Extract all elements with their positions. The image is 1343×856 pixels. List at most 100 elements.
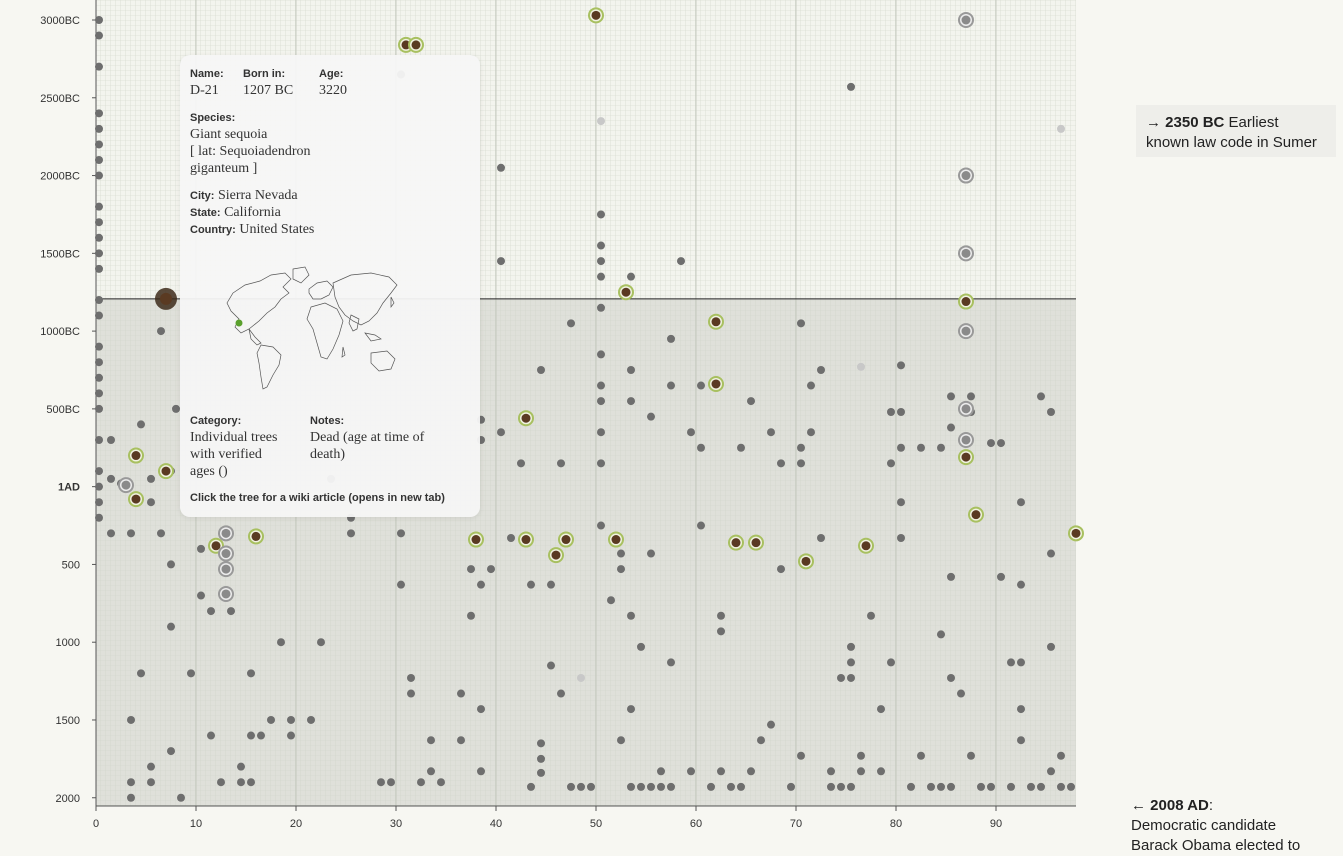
tree-point[interactable]	[167, 560, 175, 569]
tree-point[interactable]	[95, 202, 103, 211]
tree-point[interactable]	[947, 392, 955, 401]
tree-point[interactable]	[957, 689, 965, 698]
tree-point[interactable]	[847, 782, 855, 791]
tree-point-group[interactable]	[958, 12, 974, 28]
tree-point[interactable]	[847, 673, 855, 682]
tree-point[interactable]	[577, 782, 585, 791]
tree-point[interactable]	[947, 782, 955, 791]
tree-point[interactable]	[667, 334, 675, 343]
tree-point[interactable]	[172, 404, 180, 413]
tree-point-dead[interactable]	[408, 36, 424, 53]
tree-point[interactable]	[537, 739, 545, 748]
tree-point[interactable]	[487, 565, 495, 574]
tree-point[interactable]	[597, 521, 605, 530]
tree-point-faded[interactable]	[1057, 124, 1065, 133]
tree-point[interactable]	[507, 533, 515, 542]
tree-point[interactable]	[627, 611, 635, 620]
tree-point[interactable]	[147, 762, 155, 771]
tree-point[interactable]	[697, 521, 705, 530]
tree-point-faded[interactable]	[577, 673, 585, 682]
tree-point[interactable]	[847, 82, 855, 91]
tree-point[interactable]	[937, 782, 945, 791]
tree-point[interactable]	[95, 109, 103, 118]
tree-point[interactable]	[797, 751, 805, 760]
tree-point[interactable]	[187, 669, 195, 678]
tree-point[interactable]	[95, 31, 103, 40]
tree-point-dead[interactable]	[798, 553, 814, 570]
tree-point[interactable]	[1067, 782, 1075, 791]
tree-point[interactable]	[547, 580, 555, 589]
tree-point[interactable]	[947, 423, 955, 432]
tree-point[interactable]	[897, 498, 905, 507]
tree-point[interactable]	[587, 782, 595, 791]
tree-point[interactable]	[807, 381, 815, 390]
tree-point[interactable]	[557, 689, 565, 698]
tree-point[interactable]	[727, 782, 735, 791]
tree-point[interactable]	[617, 549, 625, 558]
tree-point[interactable]	[527, 782, 535, 791]
tree-point[interactable]	[667, 658, 675, 667]
tree-point[interactable]	[597, 350, 605, 359]
tree-point[interactable]	[95, 498, 103, 507]
tree-point[interactable]	[667, 782, 675, 791]
tree-point[interactable]	[477, 580, 485, 589]
tree-point[interactable]	[597, 428, 605, 437]
tree-point-dead[interactable]	[958, 293, 974, 310]
tree-point[interactable]	[1027, 782, 1035, 791]
tree-point[interactable]	[467, 565, 475, 574]
tree-point[interactable]	[147, 498, 155, 507]
tree-point[interactable]	[207, 731, 215, 740]
tree-point[interactable]	[657, 767, 665, 776]
tree-point[interactable]	[567, 782, 575, 791]
tree-point[interactable]	[207, 607, 215, 616]
tree-point[interactable]	[687, 767, 695, 776]
tree-point[interactable]	[987, 782, 995, 791]
tree-point[interactable]	[247, 669, 255, 678]
tree-point[interactable]	[95, 155, 103, 164]
tree-point[interactable]	[937, 443, 945, 452]
tree-point-dead[interactable]	[728, 534, 744, 551]
tree-point[interactable]	[697, 443, 705, 452]
tree-point[interactable]	[477, 767, 485, 776]
tree-point[interactable]	[877, 767, 885, 776]
tree-point[interactable]	[517, 459, 525, 468]
tree-point[interactable]	[917, 443, 925, 452]
tree-point[interactable]	[407, 673, 415, 682]
tree-point[interactable]	[817, 365, 825, 374]
tree-point-dead[interactable]	[1068, 525, 1084, 542]
tree-point[interactable]	[95, 435, 103, 444]
tree-point[interactable]	[1047, 549, 1055, 558]
tree-point-dead[interactable]	[548, 547, 564, 564]
tree-point[interactable]	[867, 611, 875, 620]
tree-point[interactable]	[877, 705, 885, 714]
tree-point[interactable]	[797, 319, 805, 328]
tree-point[interactable]	[897, 361, 905, 370]
tree-point[interactable]	[95, 16, 103, 24]
tree-point[interactable]	[787, 782, 795, 791]
tree-point-group[interactable]	[958, 400, 974, 417]
tree-point[interactable]	[627, 705, 635, 714]
tree-point[interactable]	[527, 580, 535, 589]
tree-point[interactable]	[747, 767, 755, 776]
tree-point[interactable]	[617, 565, 625, 574]
tree-point[interactable]	[537, 768, 545, 777]
tree-point[interactable]	[557, 459, 565, 468]
tree-point[interactable]	[537, 754, 545, 763]
tree-point[interactable]	[897, 533, 905, 542]
tree-point[interactable]	[147, 778, 155, 787]
tree-point[interactable]	[887, 459, 895, 468]
tree-point-dead[interactable]	[468, 531, 484, 548]
tree-point[interactable]	[897, 407, 905, 416]
tree-point[interactable]	[597, 257, 605, 266]
tree-point-group[interactable]	[958, 167, 974, 184]
tree-point[interactable]	[827, 767, 835, 776]
tree-point[interactable]	[1017, 498, 1025, 507]
tree-point[interactable]	[95, 389, 103, 398]
tree-point[interactable]	[227, 607, 235, 616]
tree-point[interactable]	[307, 715, 315, 724]
tree-point[interactable]	[637, 642, 645, 651]
tree-point[interactable]	[197, 591, 205, 600]
tree-point[interactable]	[597, 272, 605, 281]
tree-point[interactable]	[767, 428, 775, 437]
tree-point[interactable]	[627, 272, 635, 281]
